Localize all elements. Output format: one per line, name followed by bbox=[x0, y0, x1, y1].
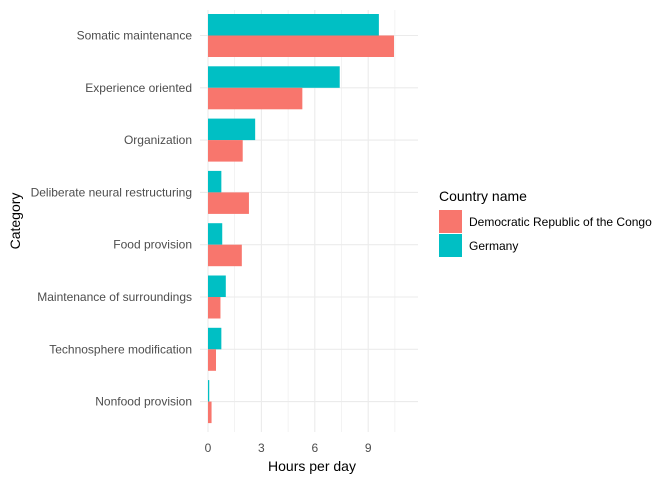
legend-items: Democratic Republic of the Congo Germany bbox=[439, 210, 652, 257]
legend-key bbox=[439, 210, 462, 233]
legend-label: Democratic Republic of the Congo bbox=[469, 215, 652, 229]
x-axis-title: Hours per day bbox=[268, 458, 356, 474]
bar-germany bbox=[208, 14, 379, 36]
bar-germany bbox=[208, 275, 226, 297]
x-tick-label: 9 bbox=[365, 441, 372, 455]
category-label: Deliberate neural restructuring bbox=[31, 185, 192, 199]
category-label: Somatic maintenance bbox=[77, 29, 193, 43]
bar-germany bbox=[208, 327, 222, 350]
bar-drc bbox=[208, 297, 221, 319]
bar-drc bbox=[208, 244, 242, 267]
bar-drc bbox=[208, 87, 303, 110]
bar-drc bbox=[208, 192, 249, 214]
legend-label: Germany bbox=[469, 239, 518, 253]
bar-germany bbox=[208, 380, 210, 402]
bar-drc bbox=[208, 35, 395, 57]
bars bbox=[208, 14, 395, 424]
category-label: Organization bbox=[124, 133, 192, 147]
category-label: Technosphere modification bbox=[49, 342, 192, 356]
x-tick-label: 6 bbox=[311, 441, 318, 455]
legend-key bbox=[439, 234, 462, 257]
x-tick-label: 3 bbox=[258, 441, 265, 455]
bar-drc bbox=[208, 401, 212, 424]
legend-title: Country name bbox=[439, 188, 527, 204]
x-tick-label: 0 bbox=[205, 441, 212, 455]
x-tick-labels: 0 3 6 9 bbox=[205, 441, 372, 455]
category-labels: Somatic maintenance Experience oriented Or… bbox=[31, 29, 193, 409]
bar-germany bbox=[208, 66, 340, 88]
bar-germany bbox=[208, 118, 256, 141]
category-label: Maintenance of surroundings bbox=[37, 290, 192, 304]
legend: Country name Democratic Republic of the … bbox=[439, 188, 652, 257]
category-label: Experience oriented bbox=[85, 81, 192, 95]
category-label: Food provision bbox=[113, 238, 192, 252]
bar-germany bbox=[208, 223, 223, 245]
category-label: Nonfood provision bbox=[95, 395, 192, 409]
bar-drc bbox=[208, 349, 217, 371]
bar-drc bbox=[208, 140, 243, 162]
y-axis-title: Category bbox=[7, 193, 23, 250]
bar-germany bbox=[208, 170, 222, 193]
